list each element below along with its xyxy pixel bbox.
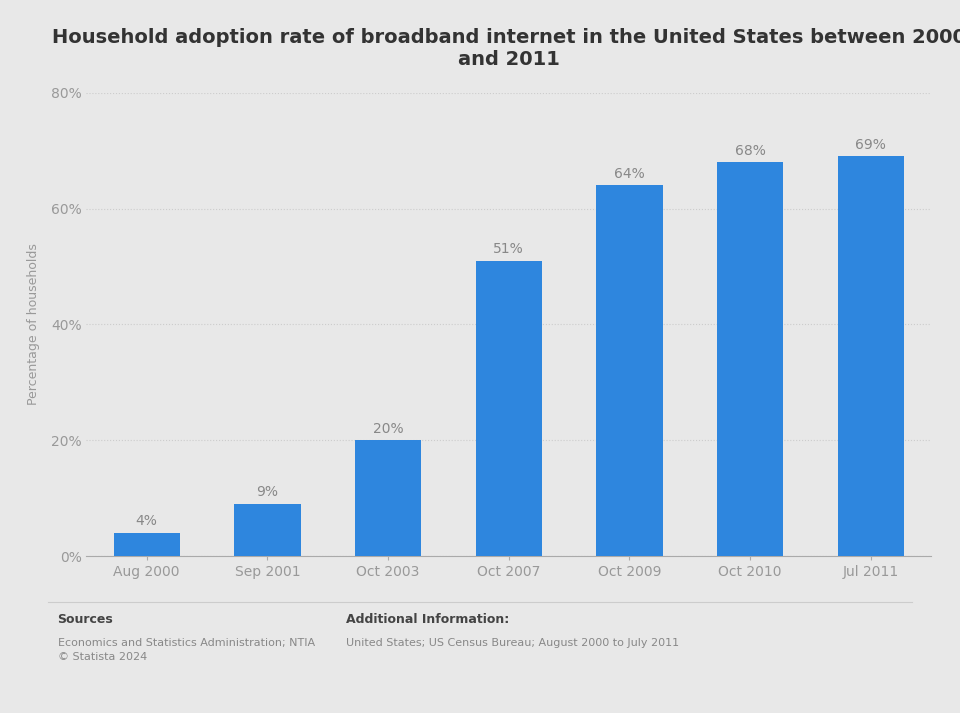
Text: Economics and Statistics Administration; NTIA
© Statista 2024: Economics and Statistics Administration;… bbox=[58, 638, 315, 662]
Text: 4%: 4% bbox=[135, 514, 157, 528]
Bar bbox=[234, 504, 300, 556]
Title: Household adoption rate of broadband internet in the United States between 2000
: Household adoption rate of broadband int… bbox=[52, 28, 960, 69]
Bar bbox=[475, 261, 542, 556]
Text: 69%: 69% bbox=[855, 138, 886, 152]
Bar bbox=[113, 533, 180, 556]
Y-axis label: Percentage of households: Percentage of households bbox=[27, 243, 39, 406]
Text: 64%: 64% bbox=[614, 167, 645, 181]
Text: Sources: Sources bbox=[58, 613, 113, 626]
Bar bbox=[355, 441, 421, 556]
Text: 51%: 51% bbox=[493, 242, 524, 256]
Text: 9%: 9% bbox=[256, 486, 278, 499]
Bar bbox=[596, 185, 662, 556]
Text: Additional Information:: Additional Information: bbox=[346, 613, 509, 626]
Text: United States; US Census Bureau; August 2000 to July 2011: United States; US Census Bureau; August … bbox=[346, 638, 679, 648]
Bar bbox=[838, 156, 904, 556]
Text: 20%: 20% bbox=[372, 421, 403, 436]
Text: 68%: 68% bbox=[734, 143, 766, 158]
Bar bbox=[717, 163, 783, 556]
